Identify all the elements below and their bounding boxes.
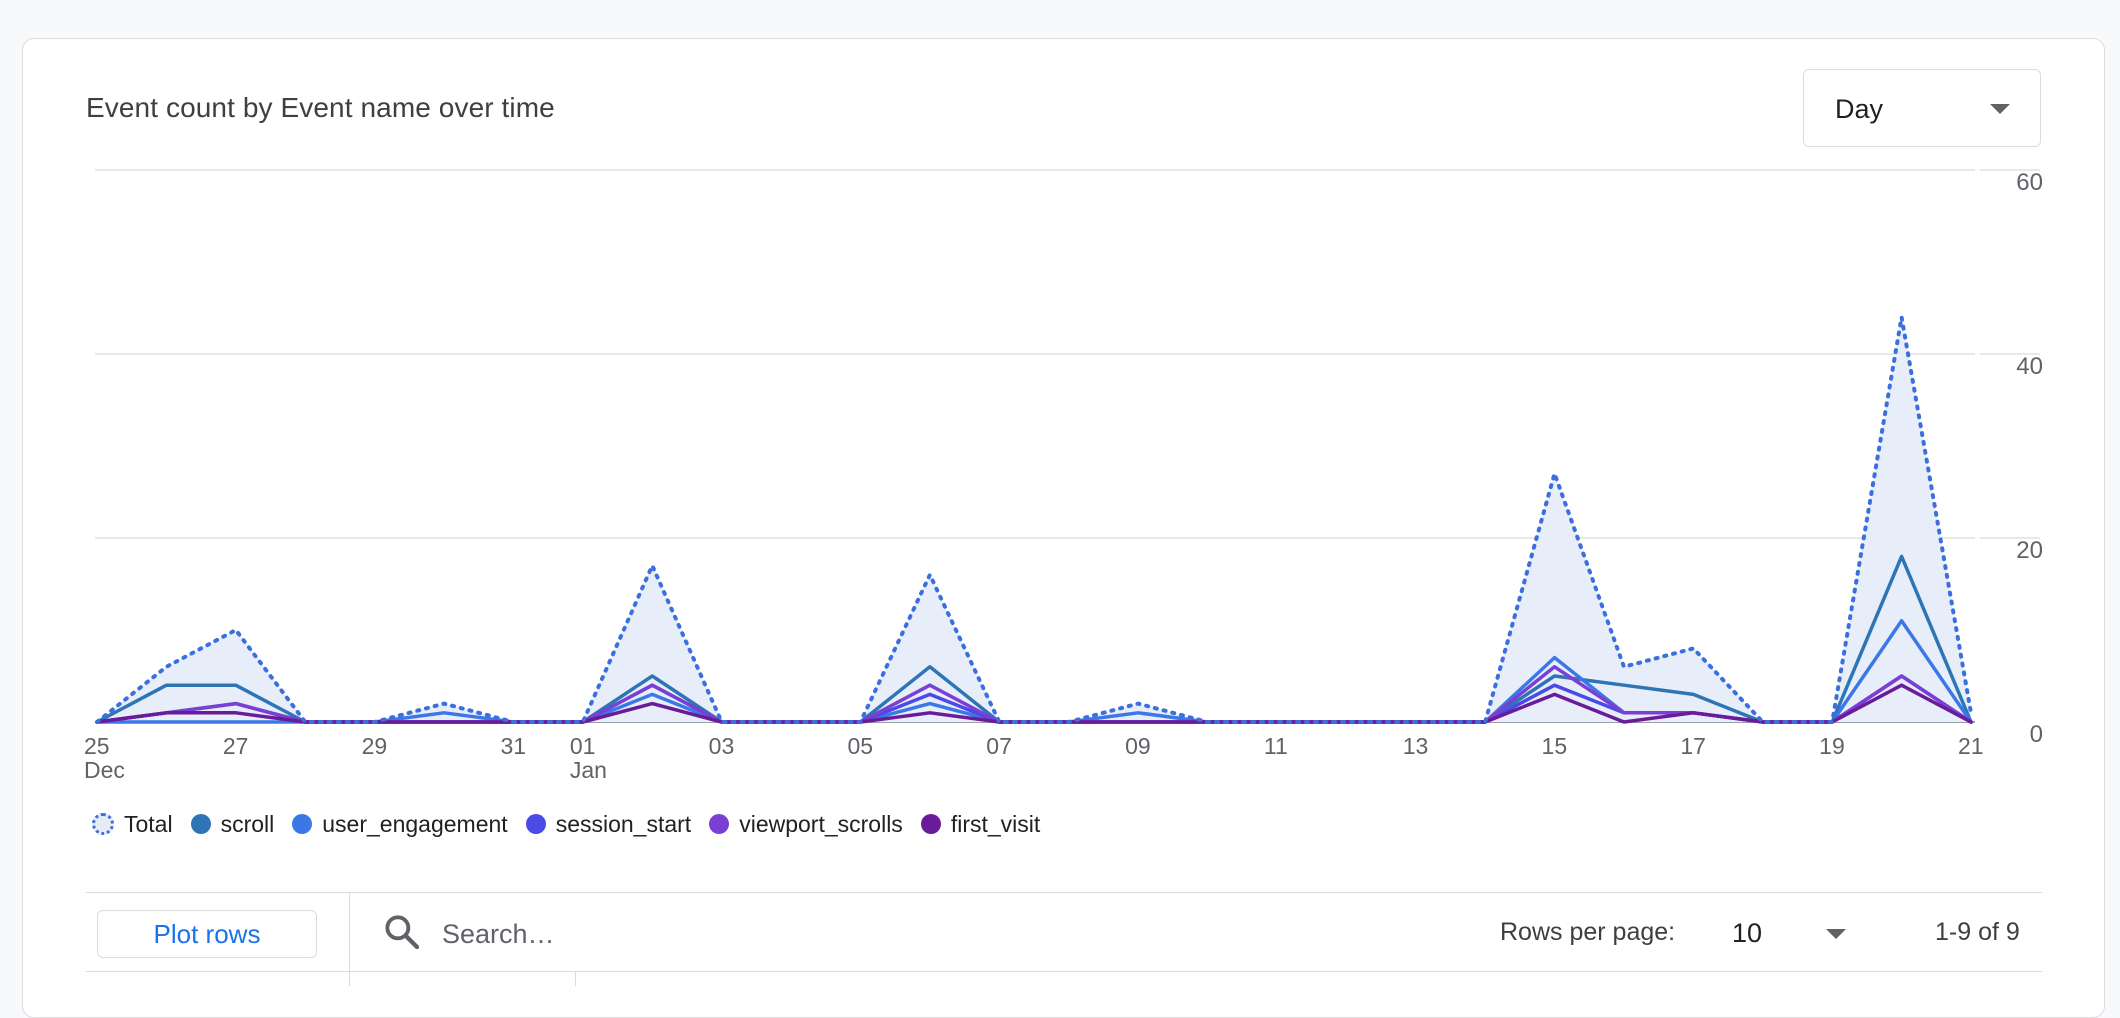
- x-tick-label: 19: [1819, 733, 1845, 759]
- y-tick-label: 20: [2016, 537, 2043, 564]
- x-tick-label: 25: [84, 733, 110, 759]
- x-tick-label: Dec: [84, 757, 125, 783]
- legend-label: user_engagement: [322, 810, 508, 837]
- x-tick-label: 09: [1125, 733, 1151, 759]
- x-tick-label: Jan: [570, 757, 607, 783]
- x-tick-label: 17: [1680, 733, 1706, 759]
- search-input[interactable]: [440, 912, 1044, 956]
- chart-legend: Total scroll user_engagement session_start v…: [92, 808, 1058, 840]
- legend-label: viewport_scrolls: [739, 810, 903, 837]
- divider: [86, 971, 2042, 972]
- x-tick-label: 29: [362, 733, 388, 759]
- total-area: [97, 317, 1971, 722]
- search-icon[interactable]: [382, 912, 422, 952]
- divider: [575, 971, 576, 986]
- granularity-select[interactable]: Day: [1803, 69, 2041, 147]
- legend-label: session_start: [555, 810, 692, 837]
- x-tick-label: 03: [709, 733, 735, 759]
- rows-per-page-label: Rows per page:: [1500, 918, 1676, 946]
- x-tick-label: 15: [1542, 733, 1568, 759]
- legend-label: Total: [124, 810, 173, 837]
- legend-swatch: [92, 813, 114, 835]
- plot-rows-button[interactable]: Plot rows: [97, 910, 317, 958]
- legend-item-Total[interactable]: Total: [92, 811, 173, 838]
- divider: [86, 892, 2042, 893]
- x-tick-label: 07: [986, 733, 1012, 759]
- x-tick-label: 05: [847, 733, 873, 759]
- x-tick-label: 01: [570, 733, 596, 759]
- x-tick-label: 31: [500, 733, 526, 759]
- x-tick-label: 21: [1958, 733, 1984, 759]
- card-title: Event count by Event name over time: [86, 92, 555, 123]
- legend-label: scroll: [220, 810, 275, 837]
- rows-per-page-value: 10: [1732, 918, 1763, 948]
- legend-swatch: [292, 814, 313, 834]
- legend-swatch: [525, 814, 546, 834]
- legend-swatch: [709, 814, 730, 834]
- legend-item-viewport-scrolls[interactable]: viewport_scrolls: [709, 811, 903, 838]
- legend-swatch: [920, 814, 941, 834]
- x-tick-label: 27: [223, 733, 249, 759]
- legend-item-session-start[interactable]: session_start: [525, 810, 692, 838]
- event-count-card: [22, 38, 2105, 1018]
- granularity-value: Day: [1835, 94, 1884, 124]
- dropdown-caret-icon: [1990, 104, 2010, 114]
- dropdown-caret-icon: [1826, 929, 1846, 939]
- pagination-range: 1-9 of 9: [1935, 918, 2020, 946]
- legend-label: first_visit: [950, 810, 1041, 837]
- x-tick-label: 11: [1264, 733, 1288, 759]
- y-tick-label: 40: [2016, 353, 2043, 380]
- legend-swatch: [190, 814, 211, 834]
- series-line-Total: [95, 315, 1973, 724]
- legend-item-user-engagement[interactable]: user_engagement: [292, 810, 508, 838]
- x-tick-label: 13: [1403, 733, 1429, 759]
- divider: [349, 892, 350, 986]
- y-tick-label: 0: [2030, 721, 2043, 748]
- legend-item-scroll[interactable]: scroll: [190, 810, 275, 838]
- y-tick-label: 60: [2016, 169, 2043, 196]
- rows-per-page-select[interactable]: 10: [1720, 906, 1860, 958]
- legend-item-first-visit[interactable]: first_visit: [920, 810, 1041, 838]
